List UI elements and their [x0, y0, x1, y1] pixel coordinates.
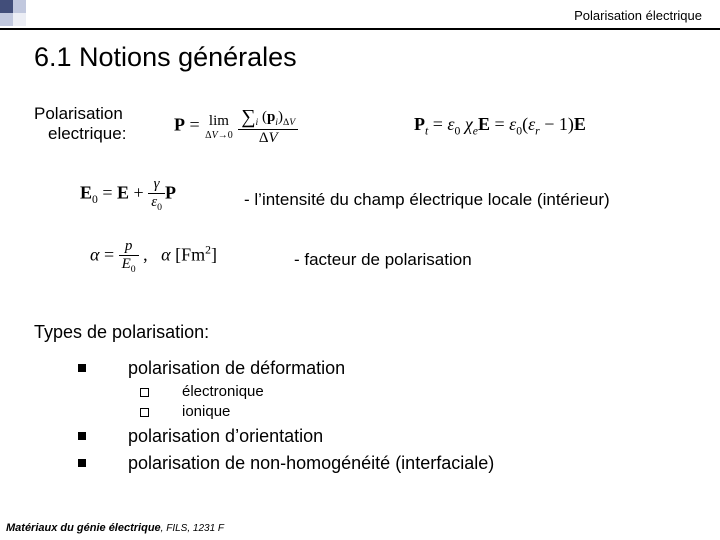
- polarisation-label-line2: electrique:: [34, 124, 126, 144]
- list-item-deformation: polarisation de déformation: [34, 355, 696, 382]
- desc-local-field: - l’intensité du champ électrique locale…: [244, 190, 610, 210]
- desc-polarisation-factor: - facteur de polarisation: [294, 250, 472, 270]
- equation-P-definition: P = limΔV→0 ∑i (pi)ΔVΔV: [174, 106, 298, 147]
- list-item-electronique: électronique: [34, 382, 696, 402]
- types-list: polarisation de déformation électronique…: [34, 355, 696, 477]
- footer-main: Matériaux du génie électrique: [6, 522, 161, 534]
- polarisation-label-line1: Polarisation: [34, 104, 126, 124]
- slide-corner-decoration: [0, 0, 26, 26]
- equation-row-3: α = pE0 , α [Fm2] - facteur de polarisat…: [34, 238, 696, 294]
- footer-tail: , FILS, 1231 F: [161, 523, 224, 534]
- header-rule: [0, 28, 720, 30]
- types-heading: Types de polarisation:: [34, 322, 696, 343]
- equation-E0: E0 = E + γε0P: [80, 176, 176, 213]
- list-item-interfaciale: polarisation de non-homogénéité (interfa…: [34, 450, 696, 477]
- equation-alpha: α = pE0 , α [Fm2]: [90, 238, 217, 275]
- polarisation-label: Polarisation electrique:: [34, 104, 126, 145]
- section-title: 6.1 Notions générales: [34, 42, 297, 73]
- equation-Pt: Pt = ε0 χeE = ε0(εr − 1)E: [414, 114, 586, 138]
- slide-footer: Matériaux du génie électrique, FILS, 123…: [6, 522, 224, 534]
- list-item-orientation: polarisation d’orientation: [34, 423, 696, 450]
- list-item-ionique: ionique: [34, 402, 696, 422]
- header-topic: Polarisation électrique: [574, 8, 702, 23]
- equation-row-1: Polarisation electrique: P = limΔV→0 ∑i …: [34, 100, 696, 170]
- slide-content: Polarisation electrique: P = limΔV→0 ∑i …: [34, 100, 696, 477]
- equation-row-2: E0 = E + γε0P - l’intensité du champ éle…: [34, 176, 696, 232]
